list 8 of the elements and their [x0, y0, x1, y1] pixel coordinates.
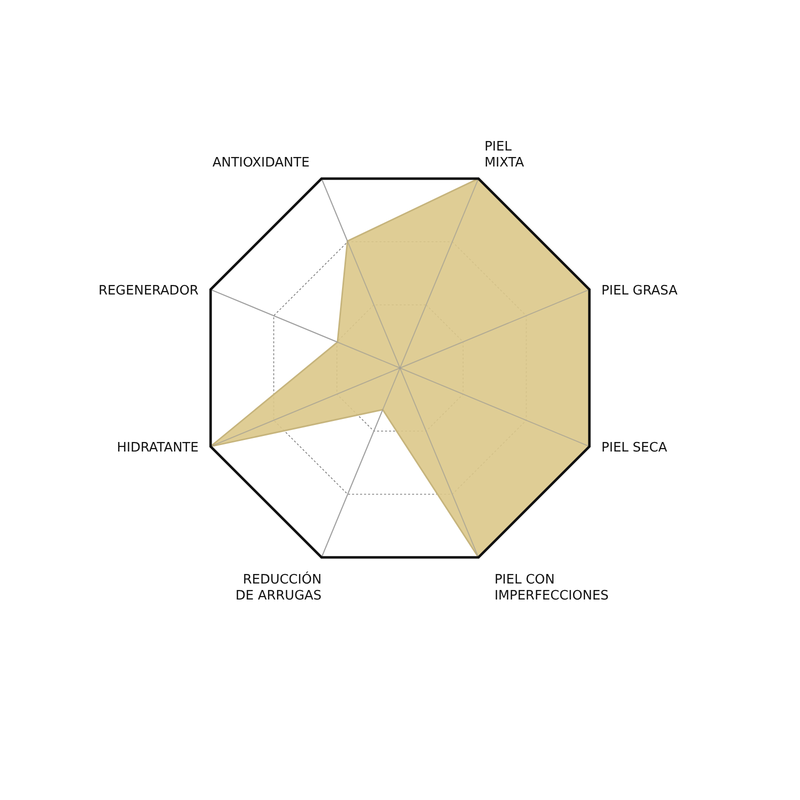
spoke-label: HIDRATANTE — [116, 440, 199, 456]
spoke-label: PIEL SECA — [601, 440, 668, 456]
spoke-label: ANTIOXIDANTE — [212, 156, 310, 171]
spoke-label: REGENERADOR — [98, 284, 199, 299]
spoke-label: REDUCCIÓN DE ARRUGAS — [235, 570, 322, 604]
spoke-label: PIEL GRASA — [601, 284, 678, 299]
spoke-label: PIEL MIXTA — [484, 140, 524, 171]
spoke-label: PIEL CON IMPERFECCIONES — [494, 572, 609, 604]
